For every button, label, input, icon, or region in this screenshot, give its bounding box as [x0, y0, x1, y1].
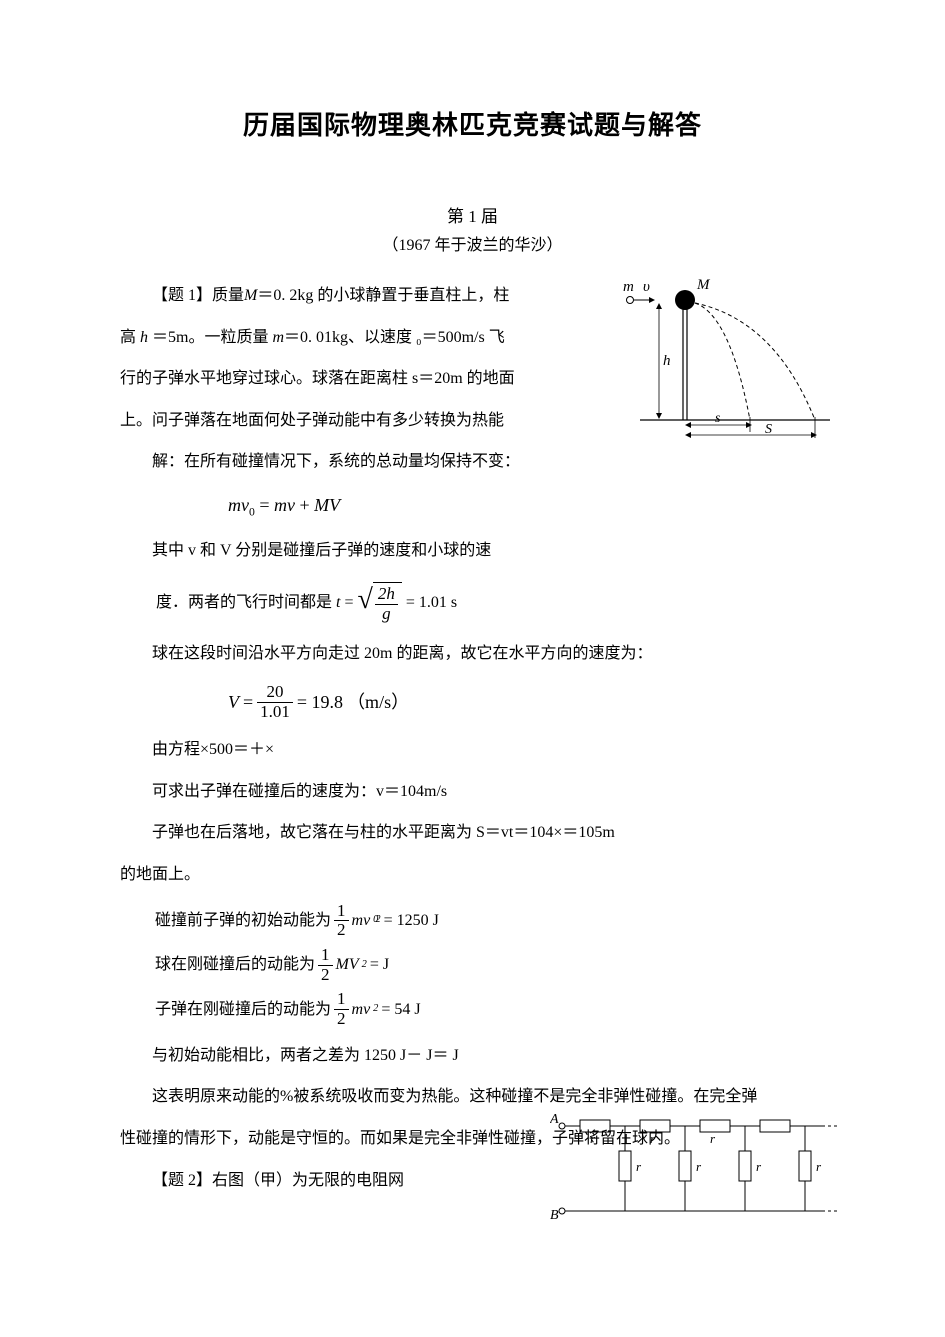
fig2-A-label: A: [550, 1112, 559, 1127]
fig1-S-label: S: [765, 422, 772, 437]
p5: 解：在所有碰撞情况下，系统的总动量均保持不变：: [120, 441, 825, 483]
p14: 球在刚碰撞后的动能为 12 MV2 = J: [120, 946, 825, 984]
svg-text:r: r: [756, 1159, 762, 1174]
session-number: 第 1 届: [120, 202, 825, 227]
svg-text:r: r: [650, 1131, 656, 1146]
fig2-B-label: B: [550, 1208, 559, 1223]
formula-V: V = 20 1.01 = 19.8 （m/s）: [228, 683, 825, 721]
p8: 球在这段时间沿水平方向走过 20m 的距离，故它在水平方向的速度为：: [120, 633, 825, 675]
fig1-h-label: h: [663, 353, 671, 369]
p6: 其中 v 和 V 分别是碰撞后子弹的速度和小球的速: [120, 530, 825, 572]
figure-1-projectile: M m υ h s S: [615, 275, 840, 440]
p16: 与初始动能相比，两者之差为 1250 J－ J＝ J: [120, 1035, 825, 1077]
p9: 由方程×500＝＋×: [120, 729, 825, 771]
body-container: M m υ h s S 【题 1】质量M＝0. 2kg 的小球静置于垂直柱上，柱…: [120, 275, 825, 1201]
svg-text:r: r: [710, 1131, 716, 1146]
svg-text:r: r: [636, 1159, 642, 1174]
p15: 子弹在刚碰撞后的动能为 12 mv2 = 54 J: [120, 990, 825, 1028]
document-title: 历届国际物理奥林匹克竞赛试题与解答: [120, 105, 825, 142]
svg-text:r: r: [696, 1159, 702, 1174]
p12: 的地面上。: [120, 854, 825, 896]
session-location: （1967 年于波兰的华沙）: [120, 231, 825, 255]
fig1-s-label: s: [715, 411, 721, 426]
fig1-v-label: υ: [643, 279, 650, 295]
p11: 子弹也在后落地，故它落在与柱的水平距离为 S＝vt＝104×＝105m: [120, 812, 825, 854]
formula-momentum: mv0 = mv + MV: [228, 491, 825, 522]
p7: 度．两者的飞行时间都是 t = 2h g = 1.01s: [120, 582, 825, 623]
fig1-M-label: M: [696, 277, 711, 293]
svg-text:r: r: [590, 1131, 596, 1146]
resistor-cell-1: r r: [565, 1120, 642, 1211]
fig1-m-label: m: [623, 279, 634, 295]
p10: 可求出子弹在碰撞后的速度为：v＝104m/s: [120, 771, 825, 813]
figure-2-resistor-network: A B r r r r r: [550, 1111, 840, 1231]
p13: 碰撞前子弹的初始动能为 12 mv02 = 1250 J: [120, 902, 825, 940]
svg-text:r: r: [816, 1159, 822, 1174]
